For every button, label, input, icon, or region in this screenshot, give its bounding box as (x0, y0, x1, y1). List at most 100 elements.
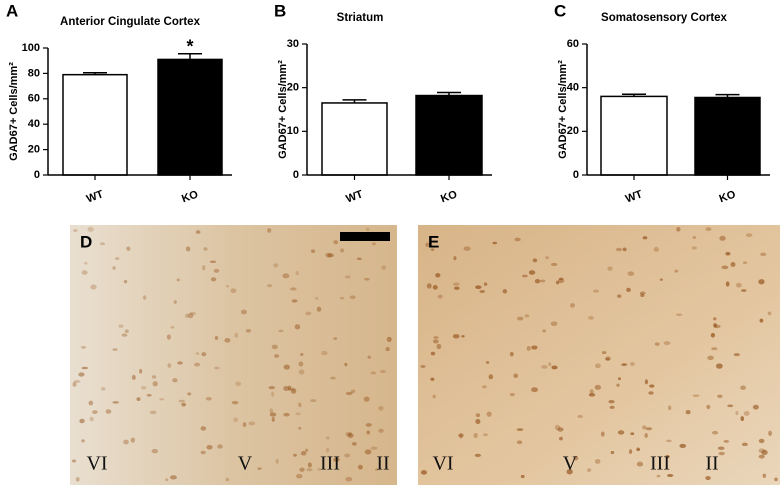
cell (169, 475, 177, 480)
cell (615, 247, 623, 252)
y-tick-label: 30 (287, 38, 299, 50)
cell (305, 311, 312, 316)
cell (296, 473, 303, 479)
cell (521, 274, 528, 278)
cell (711, 347, 718, 351)
cell (291, 299, 298, 303)
cell (570, 303, 575, 308)
cell (231, 400, 239, 405)
cell (548, 362, 552, 367)
cell (430, 351, 436, 356)
cell (532, 258, 538, 263)
cell (329, 376, 336, 380)
cell (711, 430, 719, 435)
cell (595, 363, 601, 369)
cell (513, 373, 519, 378)
y-tick-label: 20 (287, 82, 299, 94)
cell (539, 279, 546, 283)
cell (136, 397, 141, 401)
cell (420, 470, 428, 475)
y-tick-label: 40 (28, 118, 40, 130)
cell (768, 430, 772, 436)
cell (217, 444, 223, 449)
cell (668, 405, 672, 411)
cell (81, 439, 85, 443)
layer-label: III (320, 453, 340, 475)
cell (307, 462, 312, 468)
cell (333, 457, 340, 462)
cell (293, 453, 297, 457)
cell (195, 352, 200, 355)
cell (378, 428, 384, 433)
cell (730, 262, 736, 268)
cell (617, 430, 625, 435)
cell (528, 270, 536, 275)
y-tick-label: 20 (567, 125, 579, 137)
cell (283, 412, 290, 417)
cell (473, 433, 478, 439)
cell (594, 458, 601, 464)
cell (294, 324, 301, 330)
cell (721, 265, 729, 270)
cell (715, 363, 723, 369)
cell (266, 284, 273, 288)
cell (325, 447, 330, 453)
micrograph-d (70, 225, 397, 485)
cell (210, 277, 217, 282)
cell (187, 313, 194, 319)
chart-title: Striatum (337, 12, 384, 24)
bar (62, 73, 128, 176)
cell (173, 300, 177, 304)
cell (282, 273, 290, 279)
cell (176, 278, 180, 282)
cell (531, 387, 539, 393)
cell (274, 354, 280, 358)
cell (483, 282, 488, 286)
cell (333, 240, 339, 245)
cell (78, 372, 85, 377)
cell (758, 454, 765, 459)
cell (350, 389, 356, 394)
cell (492, 241, 498, 245)
cell (201, 352, 207, 357)
cell (475, 418, 481, 425)
cell (600, 431, 605, 437)
cell (626, 287, 631, 292)
cell (73, 379, 81, 383)
cell (81, 366, 89, 370)
cell (283, 385, 290, 391)
cell (558, 277, 564, 281)
cell (758, 438, 765, 444)
cell (200, 450, 206, 455)
cell (452, 334, 460, 339)
cell (432, 285, 438, 290)
cell (502, 289, 508, 294)
scale-bar (340, 232, 390, 241)
cell (526, 346, 531, 351)
cell (629, 449, 633, 454)
cell (573, 455, 579, 461)
bar (415, 94, 483, 176)
cell (177, 361, 183, 365)
cell (364, 277, 370, 281)
cell (675, 313, 683, 316)
cell (339, 296, 345, 300)
cell (242, 422, 247, 428)
cell (640, 293, 645, 298)
y-tick-label: 0 (573, 169, 579, 181)
cell (608, 399, 615, 404)
cell (194, 362, 201, 367)
y-tick-label: 20 (28, 144, 40, 156)
cell (607, 266, 613, 271)
cell (474, 453, 482, 458)
layer-label: II (705, 453, 718, 475)
cell (298, 426, 302, 430)
cell (214, 335, 219, 341)
cell (433, 336, 439, 339)
cell (742, 261, 748, 264)
cell (84, 261, 88, 265)
cell (92, 410, 98, 414)
cell (126, 246, 131, 251)
chart-title: Somatosensory Cortex (601, 12, 728, 24)
cell (267, 228, 272, 233)
